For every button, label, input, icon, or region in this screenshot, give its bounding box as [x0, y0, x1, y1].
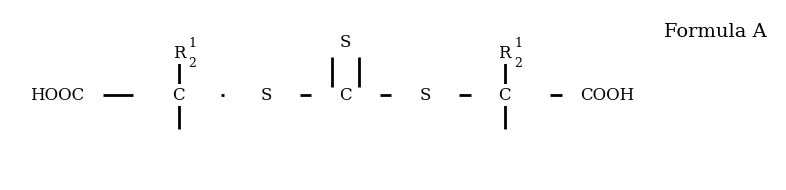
Text: C: C: [172, 86, 185, 104]
Text: C: C: [340, 86, 352, 104]
Text: 1: 1: [189, 37, 196, 50]
Text: S: S: [340, 34, 351, 51]
Text: S: S: [260, 86, 272, 104]
Text: R: R: [173, 45, 185, 62]
Text: S: S: [420, 86, 431, 104]
Text: R: R: [498, 45, 511, 62]
Text: 2: 2: [515, 57, 523, 70]
Text: C: C: [498, 86, 511, 104]
Text: R: R: [173, 45, 185, 62]
Text: COOH: COOH: [580, 86, 634, 104]
Text: 2: 2: [189, 57, 196, 70]
Text: R: R: [498, 45, 511, 62]
Text: 1: 1: [514, 37, 523, 50]
Text: Formula A: Formula A: [664, 23, 766, 41]
Text: HOOC: HOOC: [31, 86, 85, 104]
